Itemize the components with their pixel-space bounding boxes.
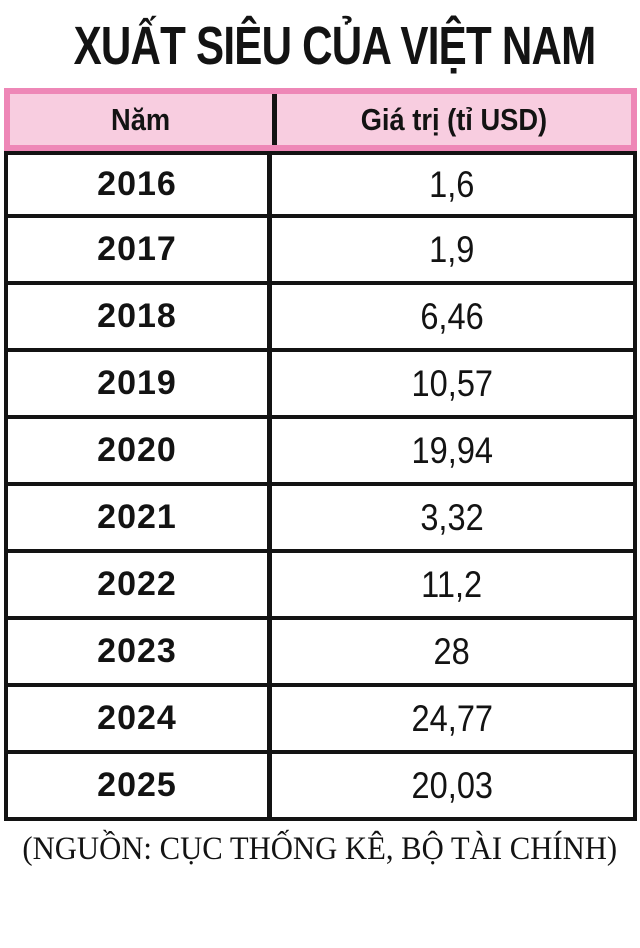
value-text: 20,03 (411, 764, 493, 806)
value-cell: 24,77 (272, 687, 633, 750)
header-value-label: Giá trị (tỉ USD) (360, 101, 547, 137)
value-cell: 1,6 (272, 155, 633, 214)
value-cell: 10,57 (272, 352, 633, 415)
year-cell: 2017 (8, 218, 272, 281)
table-row: 2017 1,9 (3, 218, 637, 285)
header-cell-year: Năm (10, 94, 272, 145)
year-cell: 2020 (8, 419, 272, 482)
table-row: 2020 19,94 (3, 419, 637, 486)
table-body: 2016 1,6 2017 1,9 2018 6,46 2019 10,57 2… (3, 151, 637, 821)
header-cell-value: Giá trị (tỉ USD) (277, 94, 631, 145)
table-row: 2018 6,46 (3, 285, 637, 352)
value-cell: 6,46 (272, 285, 633, 348)
value-text: 28 (433, 630, 471, 672)
year-cell: 2025 (8, 754, 272, 817)
value-cell: 1,9 (272, 218, 633, 281)
value-text: 19,94 (411, 429, 493, 471)
page-title-text: XUẤT SIÊU CỦA VIỆT NAM (73, 16, 597, 76)
value-cell: 20,03 (272, 754, 633, 817)
value-cell: 19,94 (272, 419, 633, 482)
value-cell: 11,2 (272, 553, 633, 616)
value-text: 1,9 (429, 228, 475, 270)
year-cell: 2024 (8, 687, 272, 750)
header-column-divider (271, 94, 277, 145)
table-row: 2023 28 (3, 620, 637, 687)
value-text: 1,6 (429, 163, 475, 205)
year-cell: 2018 (8, 285, 272, 348)
year-cell: 2019 (8, 352, 272, 415)
source-note: (NGUỒN: CỤC THỐNG KÊ, BỘ TÀI CHÍNH) (0, 831, 640, 868)
table-row: 2024 24,77 (3, 687, 637, 754)
value-text: 11,2 (421, 563, 483, 605)
header-year-label: Năm (110, 101, 171, 137)
table-row: 2016 1,6 (3, 151, 637, 218)
infographic-page: XUẤT SIÊU CỦA VIỆT NAM Năm Giá trị (tỉ U… (0, 14, 640, 948)
year-cell: 2023 (8, 620, 272, 683)
page-title: XUẤT SIÊU CỦA VIỆT NAM (0, 14, 640, 78)
value-text: 3,32 (420, 496, 484, 538)
table-row: 2019 10,57 (3, 352, 637, 419)
year-cell: 2022 (8, 553, 272, 616)
year-cell: 2021 (8, 486, 272, 549)
table-row: 2021 3,32 (3, 486, 637, 553)
table-row: 2025 20,03 (3, 754, 637, 821)
value-cell: 28 (272, 620, 633, 683)
value-text: 24,77 (411, 697, 493, 739)
source-note-text: (NGUỒN: CỤC THỐNG KÊ, BỘ TÀI CHÍNH) (22, 831, 618, 867)
year-cell: 2016 (8, 155, 272, 214)
table-row: 2022 11,2 (3, 553, 637, 620)
value-cell: 3,32 (272, 486, 633, 549)
value-text: 6,46 (420, 295, 484, 337)
value-text: 10,57 (411, 362, 493, 404)
table-header-row: Năm Giá trị (tỉ USD) (3, 88, 637, 151)
trade-surplus-table: Năm Giá trị (tỉ USD) 2016 1,6 2017 1,9 2… (3, 88, 637, 821)
